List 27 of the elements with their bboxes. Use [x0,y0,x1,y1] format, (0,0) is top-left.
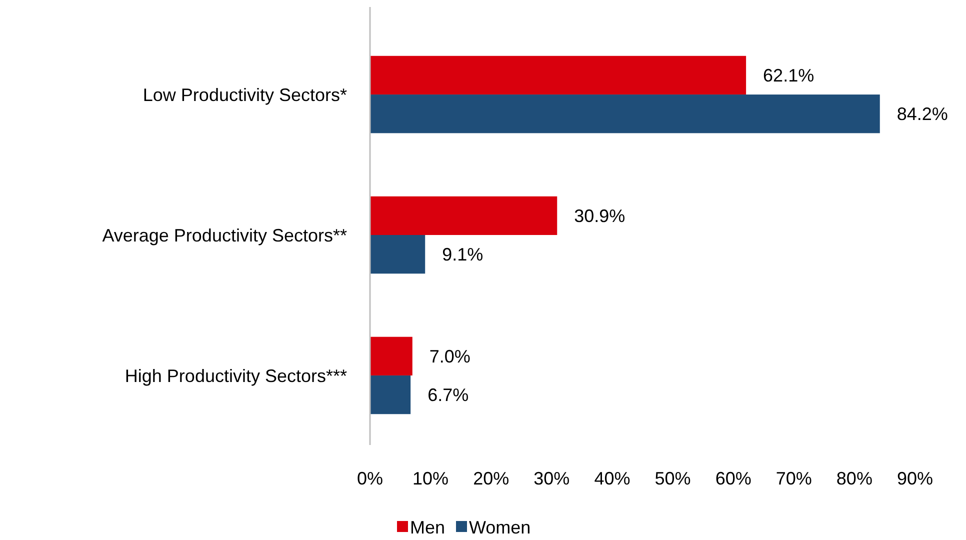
x-tick-label: 30% [534,468,570,488]
y-tick-label: Average Productivity Sectors** [102,225,347,246]
x-tick-label: 40% [594,468,630,488]
bar [370,375,411,414]
x-tick-label: 90% [896,468,934,488]
data-label: 62.1% [763,66,814,86]
bar [370,56,746,95]
x-tick-label: 20% [473,468,510,488]
x-tick-label: 80% [836,468,872,488]
y-tick-label: High Productivity Sectors*** [124,366,347,386]
data-label: 6.7% [428,385,469,406]
bar [370,94,880,134]
bar [370,336,412,376]
bar [370,196,558,235]
legend-label: Women [469,517,531,538]
data-label: 7.0% [429,346,470,366]
x-tick-label: 60% [715,468,752,488]
x-tick-label: 50% [654,468,691,488]
x-tick-label: 70% [776,468,812,488]
y-tick-label: Low Productivity Sectors* [142,84,347,105]
data-label: 30.9% [574,206,626,226]
data-label: 84.2% [896,104,948,124]
x-tick-label: 10% [412,468,449,488]
legend-label: Men [410,517,446,538]
bar [370,235,426,274]
x-tick-label: 0% [356,468,384,488]
data-label: 9.1% [442,244,484,265]
